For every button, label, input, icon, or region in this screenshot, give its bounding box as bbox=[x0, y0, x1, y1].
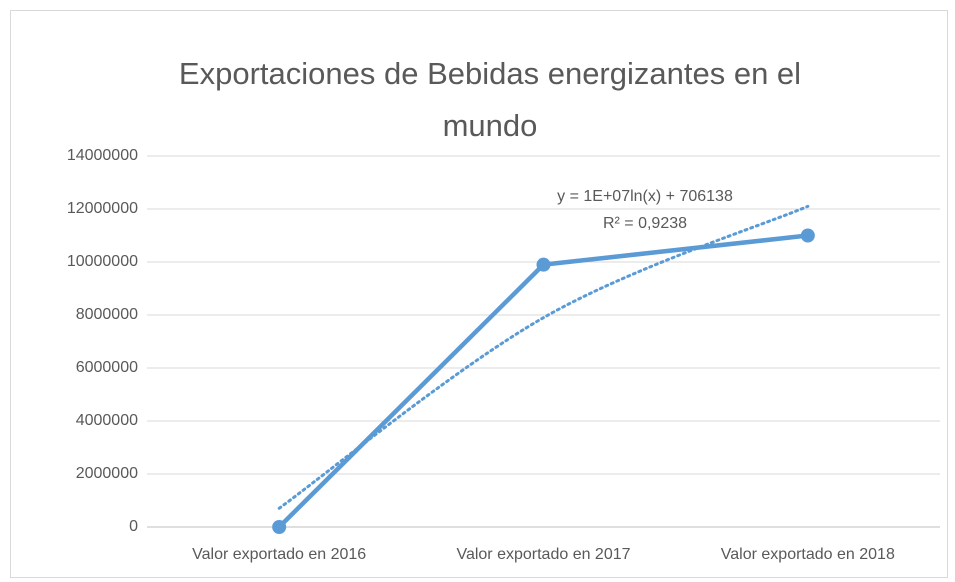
trend-equation: y = 1E+07ln(x) + 706138 bbox=[557, 188, 733, 205]
x-tick-label: Valor exportado en 2017 bbox=[456, 546, 630, 563]
y-tick-label: 6000000 bbox=[76, 359, 138, 376]
y-tick-label: 0 bbox=[129, 518, 138, 535]
y-tick-label: 10000000 bbox=[67, 253, 138, 270]
y-tick-label: 2000000 bbox=[76, 465, 138, 482]
y-tick-label: 14000000 bbox=[67, 147, 138, 164]
x-tick-label: Valor exportado en 2016 bbox=[192, 546, 366, 563]
y-tick-label: 8000000 bbox=[76, 306, 138, 323]
marker bbox=[800, 228, 815, 243]
trend-r2: R² = 0,9238 bbox=[603, 215, 687, 232]
x-tick-label: Valor exportado en 2018 bbox=[721, 546, 895, 563]
y-tick-label: 12000000 bbox=[67, 200, 138, 217]
chart-border bbox=[10, 10, 948, 578]
marker bbox=[536, 257, 551, 272]
chart-title: Exportaciones de Bebidas energizantes en… bbox=[178, 56, 802, 143]
trendline bbox=[277, 204, 810, 510]
marker bbox=[272, 520, 287, 534]
y-tick-label: 4000000 bbox=[76, 412, 138, 429]
